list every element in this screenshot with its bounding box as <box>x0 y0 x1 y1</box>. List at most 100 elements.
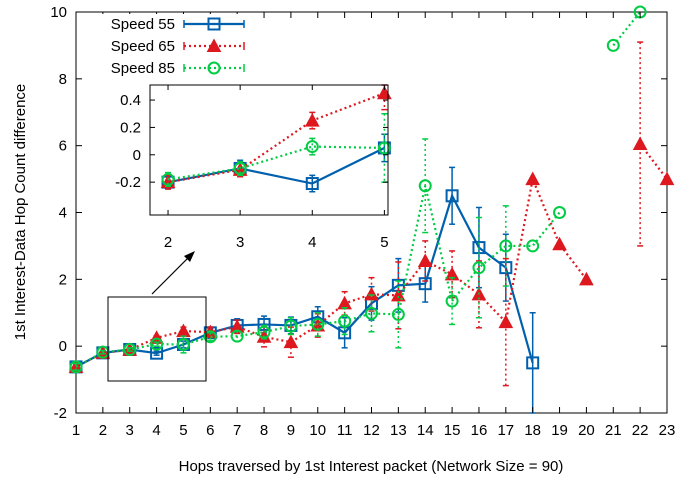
data-point <box>311 317 325 331</box>
x-tick-label: 6 <box>206 422 214 439</box>
data-point <box>283 334 299 349</box>
inset-data-point <box>377 141 391 155</box>
x-tick-label: 9 <box>287 422 295 439</box>
inset-data-point <box>161 172 175 186</box>
data-point <box>257 325 271 339</box>
inset-axes-layer: 2 3 4 5 -0.2 0 0.2 0.4 <box>115 85 389 251</box>
inset-x-tick-label: 4 <box>308 234 316 251</box>
inset-data-point <box>305 140 319 154</box>
y-tick-label: 10 <box>50 4 67 21</box>
x-tick-label: 8 <box>260 422 268 439</box>
data-point <box>203 330 217 344</box>
x-tick-label: 10 <box>309 422 326 439</box>
legend-marker <box>207 61 221 75</box>
data-point <box>525 171 541 186</box>
legend-item-3: Speed 85 <box>111 60 245 77</box>
inset-series-line <box>167 145 385 181</box>
data-point <box>659 171 675 186</box>
x-tick-label: 18 <box>524 422 541 439</box>
data-point <box>579 271 594 286</box>
data-point <box>418 179 432 193</box>
y-tick-label: 8 <box>59 71 67 88</box>
data-point <box>445 294 459 308</box>
legend-marker <box>207 17 221 31</box>
inset-y-tick-label: 0 <box>133 147 141 164</box>
inset-y-tick-label: 0.2 <box>120 119 141 136</box>
y-tick-label: -2 <box>54 405 67 422</box>
x-axis-title: Hops traversed by 1st Interest packet (N… <box>179 458 564 475</box>
x-tick-label: 12 <box>363 422 380 439</box>
legend-item-2: Speed 65 <box>111 38 245 55</box>
data-point <box>176 337 190 351</box>
series-line <box>639 143 668 180</box>
x-tick-label: 5 <box>179 422 187 439</box>
series-line <box>75 175 588 368</box>
y-tick-label: 2 <box>59 271 67 288</box>
main-series-layer <box>68 5 675 414</box>
y-axis-title: 1st Interest-Data Hop Count difference <box>12 84 29 341</box>
data-point <box>150 346 164 360</box>
x-tick-label: 1 <box>72 422 80 439</box>
data-point <box>632 136 648 150</box>
zoom-box <box>107 296 207 382</box>
legend-label: Speed 55 <box>111 16 175 33</box>
inset-data-point <box>233 161 247 175</box>
inset-data-point <box>305 177 319 191</box>
y-tick-label: 0 <box>59 338 67 355</box>
legend: Speed 55 Speed 65 Speed 85 <box>100 14 248 78</box>
data-point <box>123 343 137 357</box>
series-line <box>75 192 534 368</box>
data-point <box>553 206 567 219</box>
legend-label: Speed 65 <box>111 38 175 55</box>
data-point <box>338 314 352 328</box>
inset-data-point <box>304 113 320 127</box>
main-plot: 1 2 3 4 5 6 7 8 9 10 11 12 13 14 15 16 17 18 19 20 21 22 23-20… <box>50 4 675 439</box>
data-point <box>230 329 244 343</box>
inset-y-tick-label: 0.4 <box>120 92 141 109</box>
legend-label: Speed 85 <box>111 60 175 77</box>
x-tick-label: 16 <box>471 422 488 439</box>
inset-series-line <box>167 92 385 184</box>
data-point <box>499 239 513 253</box>
x-tick-label: 19 <box>551 422 568 439</box>
x-tick-label: 3 <box>126 422 134 439</box>
data-point <box>284 319 298 333</box>
x-tick-label: 14 <box>417 422 434 439</box>
inset-background <box>150 85 388 215</box>
series-line <box>75 185 561 368</box>
data-point <box>526 356 540 370</box>
legend-item-1: Speed 55 <box>111 16 245 33</box>
main-axes-layer: 1 2 3 4 5 6 7 8 9 10 11 12 13 14 15 16 17 18 19 20 21 22 23-20… <box>50 4 675 439</box>
data-point <box>418 277 432 291</box>
x-tick-label: 15 <box>444 422 461 439</box>
data-point <box>365 306 378 320</box>
inset-x-tick-label: 5 <box>380 234 388 251</box>
data-point <box>176 323 191 338</box>
data-point <box>150 337 164 351</box>
x-tick-label: 7 <box>233 422 241 439</box>
data-point <box>444 266 460 281</box>
data-point <box>417 253 433 267</box>
inset-plot: 2 3 4 5 -0.2 0 0.2 0.4 <box>115 84 392 251</box>
x-tick-label: 17 <box>497 422 514 439</box>
x-tick-label: 13 <box>390 422 407 439</box>
inset-x-tick-label: 2 <box>164 234 172 251</box>
x-tick-label: 20 <box>578 422 595 439</box>
x-tick-label: 23 <box>659 422 676 439</box>
data-point <box>69 360 83 374</box>
data-point <box>445 189 459 203</box>
data-point <box>498 314 514 329</box>
y-tick-label: 6 <box>59 138 67 155</box>
series-3 <box>69 5 647 374</box>
x-tick-label: 4 <box>152 422 160 439</box>
inset-x-tick-label: 3 <box>236 234 244 251</box>
data-point <box>472 261 486 275</box>
x-tick-label: 11 <box>337 422 353 439</box>
series-line <box>612 11 641 47</box>
legend-marker <box>206 38 222 52</box>
data-point <box>606 38 620 52</box>
data-point <box>391 287 406 302</box>
y-tick-label: 4 <box>59 205 67 222</box>
data-point <box>552 236 567 251</box>
